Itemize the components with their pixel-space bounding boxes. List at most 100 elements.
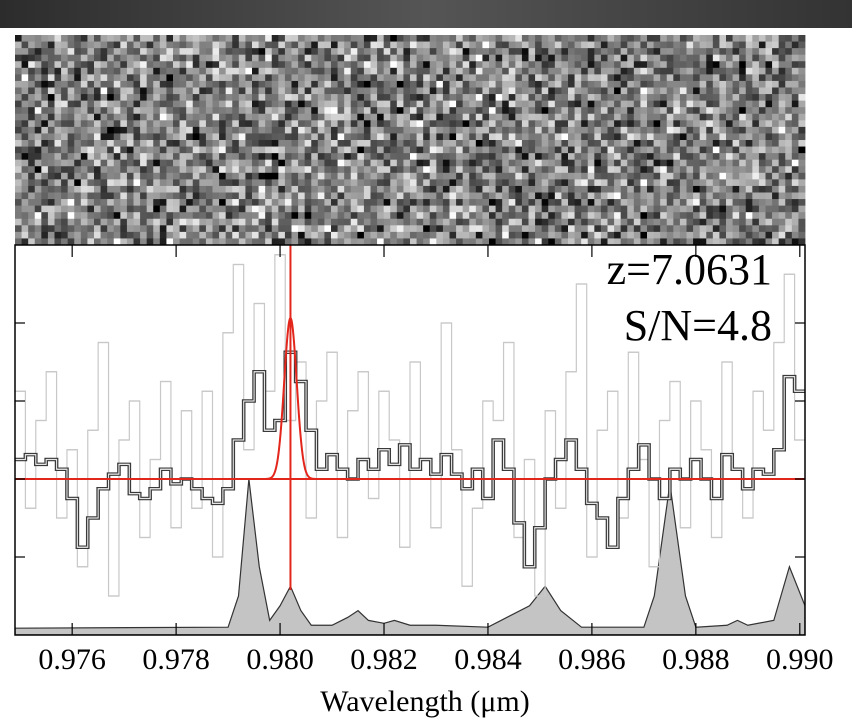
pixel <box>311 41 319 49</box>
pixel <box>548 146 556 154</box>
pixel <box>205 41 213 49</box>
pixel <box>34 133 42 141</box>
pixel <box>61 146 69 154</box>
pixel <box>416 87 424 95</box>
pixel <box>745 35 753 42</box>
pixel <box>442 199 450 207</box>
pixel <box>627 67 635 75</box>
pixel <box>28 94 36 102</box>
pixel <box>528 140 536 147</box>
pixel <box>581 41 589 49</box>
pixel <box>726 35 733 42</box>
pixel <box>778 231 786 239</box>
pixel <box>449 80 457 88</box>
pixel <box>712 212 720 220</box>
pixel <box>383 35 391 42</box>
pixel <box>719 199 727 207</box>
pixel <box>653 41 661 49</box>
pixel <box>271 80 279 88</box>
pixel <box>772 192 780 200</box>
pixel <box>120 199 128 207</box>
pixel <box>660 61 668 69</box>
pixel <box>212 94 220 102</box>
pixel <box>423 225 431 233</box>
pixel <box>278 205 286 213</box>
pixel <box>640 120 648 128</box>
pixel <box>475 41 483 49</box>
pixel <box>739 218 747 226</box>
pixel <box>199 179 207 187</box>
pixel <box>113 107 121 115</box>
pixel <box>205 140 213 147</box>
pixel <box>377 48 385 56</box>
pixel <box>732 192 740 200</box>
pixel <box>337 218 345 226</box>
pixel <box>765 179 773 187</box>
pixel <box>28 153 36 161</box>
pixel <box>21 179 29 187</box>
pixel <box>554 218 562 226</box>
pixel <box>416 67 424 75</box>
pixel <box>442 153 450 161</box>
pixel <box>324 159 332 167</box>
pixel <box>410 61 417 69</box>
pixel <box>772 225 780 233</box>
pixel <box>396 80 404 88</box>
pixel <box>133 126 141 134</box>
pixel <box>416 192 424 200</box>
pixel <box>363 179 371 187</box>
pixel <box>666 179 674 187</box>
pixel <box>291 218 299 226</box>
pixel <box>199 54 207 62</box>
pixel <box>28 140 36 147</box>
pixel <box>265 238 273 246</box>
pixel <box>581 74 589 82</box>
pixel <box>192 159 200 167</box>
pixel <box>693 126 701 134</box>
pixel <box>179 225 187 233</box>
pixel <box>258 146 266 154</box>
pixel <box>363 153 371 161</box>
pixel <box>205 80 213 88</box>
pixel <box>34 48 42 56</box>
pixel <box>719 205 727 213</box>
pixel <box>140 107 148 115</box>
pixel <box>107 231 115 239</box>
pixel <box>765 166 773 174</box>
pixel <box>403 126 411 134</box>
pixel <box>719 133 727 141</box>
x-tick-label: 0.982 <box>350 643 418 676</box>
pixel <box>462 107 470 115</box>
pixel <box>238 212 246 220</box>
pixel <box>140 120 148 128</box>
pixel <box>633 172 641 180</box>
pixel <box>561 107 569 115</box>
pixel <box>67 231 75 239</box>
pixel <box>47 166 55 174</box>
pixel <box>758 54 766 62</box>
pixel <box>594 172 602 180</box>
pixel <box>449 61 457 69</box>
pixel <box>640 67 648 75</box>
pixel <box>660 179 668 187</box>
pixel <box>74 225 82 233</box>
pixel <box>258 172 266 180</box>
pixel <box>528 120 536 128</box>
pixel <box>429 94 437 102</box>
pixel <box>561 218 569 226</box>
pixel <box>600 185 608 193</box>
pixel <box>311 100 319 108</box>
pixel <box>205 94 213 102</box>
pixel <box>679 166 687 174</box>
pixel <box>719 159 727 167</box>
pixel <box>686 225 694 233</box>
pixel <box>140 126 148 134</box>
pixel <box>311 218 319 226</box>
pixel <box>80 41 88 49</box>
pixel <box>166 172 174 180</box>
pixel <box>653 199 661 207</box>
pixel <box>581 192 589 200</box>
pixel <box>311 126 319 134</box>
pixel <box>535 199 543 207</box>
pixel <box>67 80 75 88</box>
